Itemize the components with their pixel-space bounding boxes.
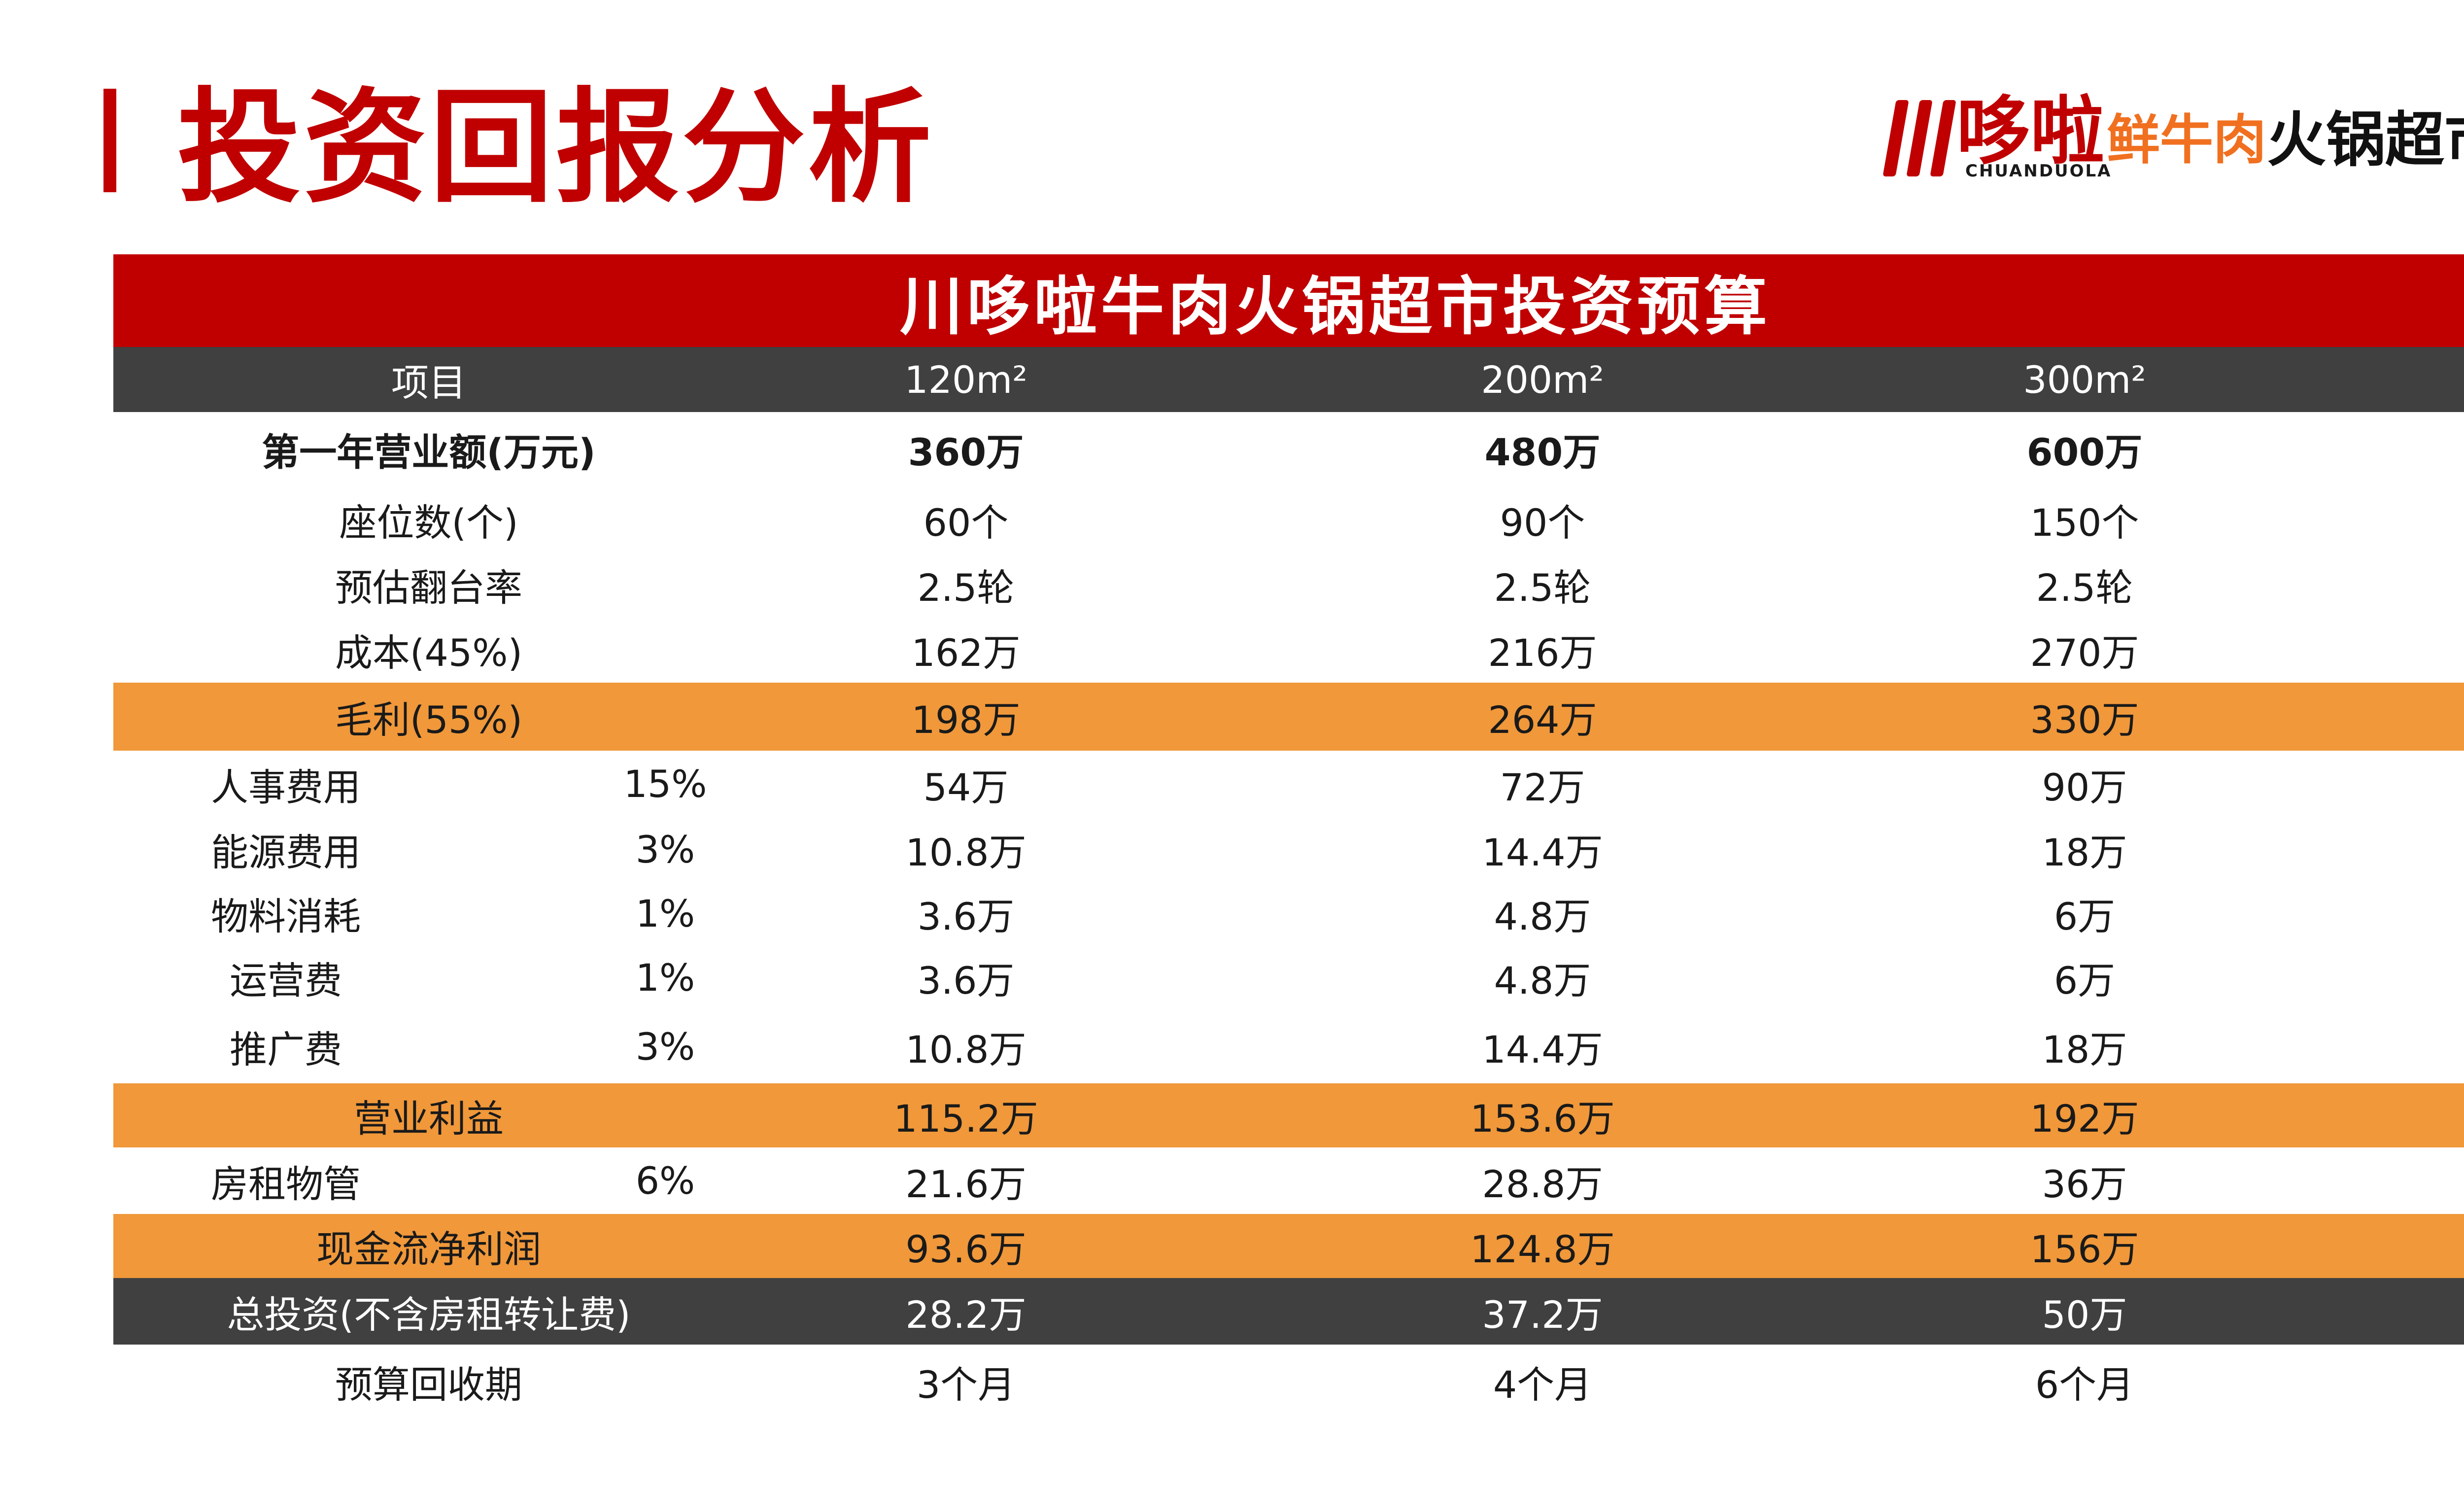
row-label: 成本(45%) [335, 631, 523, 675]
row-label: 毛利(55%) [335, 698, 523, 742]
row-energy-cost: 能源费用 3% 10.8万 14.4万 18万 [113, 817, 2464, 881]
cell-300: 600万 [2026, 430, 2143, 474]
row-percent: 1% [635, 891, 695, 935]
cell-300: 6个月 [2035, 1363, 2134, 1407]
cell-300: 36万 [2042, 1162, 2127, 1206]
cell-200: 216万 [1488, 631, 1597, 675]
table-header-row: 项目 120m² 200m² 300m² [113, 347, 2464, 412]
cell-200: 90个 [1500, 500, 1585, 545]
cell-120: 115.2万 [893, 1097, 1038, 1141]
cell-200: 2.5轮 [1494, 566, 1591, 610]
cell-200: 480万 [1484, 430, 1601, 474]
logo-tagline-beef: 鲜牛肉 [2107, 109, 2267, 171]
cell-200: 37.2万 [1482, 1292, 1603, 1337]
row-percent: 15% [623, 762, 707, 806]
row-turnover-rate: 预估翻台率 2.5轮 2.5轮 2.5轮 [113, 553, 2464, 617]
cell-300: 50万 [2042, 1292, 2127, 1337]
row-label: 第一年营业额(万元) [262, 430, 596, 474]
row-label: 房租物管 [211, 1162, 361, 1206]
row-percent: 3% [635, 827, 695, 871]
row-percent: 1% [635, 955, 695, 1000]
row-label: 运营费 [230, 959, 342, 1003]
cell-120: 10.8万 [905, 1028, 1027, 1072]
logo-brand-text: 哆啦 [1956, 89, 2105, 174]
cell-120: 360万 [908, 430, 1024, 474]
row-operation-cost: 运营费 1% 3.6万 4.8万 6万 [113, 945, 2464, 1009]
logo-mark-icon [1882, 96, 1956, 185]
row-cost: 成本(45%) 162万 216万 270万 [113, 617, 2464, 683]
row-label: 能源费用 [211, 831, 361, 874]
cell-120: 93.6万 [905, 1227, 1027, 1271]
cell-200: 14.4万 [1482, 1028, 1603, 1072]
cell-300: 18万 [2042, 831, 2127, 874]
cell-120: 3个月 [916, 1363, 1016, 1407]
header-120: 120m² [904, 357, 1027, 402]
header-200: 200m² [1481, 357, 1604, 402]
row-net-cash-profit: 现金流净利润 93.6万 124.8万 156万 [113, 1214, 2464, 1278]
row-gross-profit: 毛利(55%) 198万 264万 330万 [113, 683, 2464, 751]
header-300: 300m² [2023, 357, 2146, 402]
row-total-investment: 总投资(不含房租转让费) 28.2万 37.2万 50万 [113, 1278, 2464, 1345]
cell-120: 60个 [923, 500, 1009, 545]
cell-120: 162万 [911, 631, 1021, 675]
row-seats: 座位数(个) 60个 90个 150个 [113, 486, 2464, 553]
cell-300: 90万 [2042, 765, 2127, 809]
cell-200: 4个月 [1493, 1363, 1592, 1407]
row-personnel-cost: 人事费用 15% 54万 72万 90万 [113, 751, 2464, 817]
cell-120: 21.6万 [905, 1162, 1027, 1206]
cell-300: 150个 [2030, 500, 2139, 545]
cell-200: 153.6万 [1470, 1097, 1615, 1141]
cell-300: 330万 [2030, 698, 2139, 742]
row-payback-period: 预算回收期 3个月 4个月 6个月 [113, 1345, 2464, 1419]
cell-300: 18万 [2042, 1028, 2127, 1072]
row-percent: 3% [635, 1024, 695, 1069]
cell-300: 192万 [2030, 1097, 2139, 1141]
row-first-year-revenue: 第一年营业额(万元) 360万 480万 600万 [113, 412, 2464, 486]
row-label: 物料消耗 [211, 895, 361, 938]
page-title: 投资回报分析 [177, 76, 934, 219]
cell-120: 3.6万 [917, 959, 1015, 1003]
cell-200: 124.8万 [1470, 1227, 1615, 1271]
logo-brand-en: CHUANDUOLA [1965, 161, 2112, 181]
row-label: 营业利益 [354, 1097, 504, 1141]
investment-budget-table: 川哆啦牛肉火锅超市投资预算 项目 120m² 200m² 300m² 第一年营业… [113, 254, 2464, 1419]
cell-120: 3.6万 [917, 895, 1015, 938]
row-rent-management: 房租物管 6% 21.6万 28.8万 36万 [113, 1147, 2464, 1214]
cell-300: 6万 [2053, 959, 2116, 1003]
cell-200: 72万 [1500, 765, 1585, 809]
cell-200: 4.8万 [1494, 959, 1591, 1003]
row-label: 预估翻台率 [335, 566, 522, 610]
cell-300: 156万 [2030, 1227, 2139, 1271]
row-label: 推广费 [230, 1028, 342, 1072]
brand-logo: 哆啦 CHUANDUOLA 鲜牛肉 火锅超市 [1882, 89, 2464, 185]
table-title: 川哆啦牛肉火锅超市投资预算 [113, 254, 2464, 347]
cell-120: 10.8万 [905, 831, 1027, 874]
row-label: 现金流净利润 [316, 1227, 541, 1271]
title-accent-bar [103, 89, 116, 192]
row-label: 总投资(不含房租转让费) [227, 1292, 631, 1337]
cell-200: 264万 [1488, 698, 1597, 742]
cell-200: 14.4万 [1482, 831, 1603, 874]
cell-120: 198万 [911, 698, 1021, 742]
cell-120: 54万 [923, 765, 1009, 809]
cell-300: 2.5轮 [2036, 566, 2133, 610]
row-operating-profit: 营业利益 115.2万 153.6万 192万 [113, 1083, 2464, 1147]
cell-200: 28.8万 [1482, 1162, 1603, 1206]
header-item: 项目 [391, 361, 466, 405]
cell-120: 28.2万 [905, 1292, 1027, 1337]
cell-120: 2.5轮 [917, 566, 1015, 610]
cell-200: 4.8万 [1494, 895, 1591, 938]
row-material-cost: 物料消耗 1% 3.6万 4.8万 6万 [113, 881, 2464, 945]
cell-300: 270万 [2030, 631, 2139, 675]
cell-300: 6万 [2053, 895, 2116, 938]
row-label: 预算回收期 [335, 1363, 522, 1407]
row-label: 座位数(个) [339, 500, 518, 545]
row-label: 人事费用 [211, 765, 361, 809]
row-promotion-cost: 推广费 3% 10.8万 14.4万 18万 [113, 1009, 2464, 1083]
logo-tagline-hotpot: 火锅超市 [2267, 106, 2464, 174]
row-percent: 6% [635, 1159, 695, 1203]
